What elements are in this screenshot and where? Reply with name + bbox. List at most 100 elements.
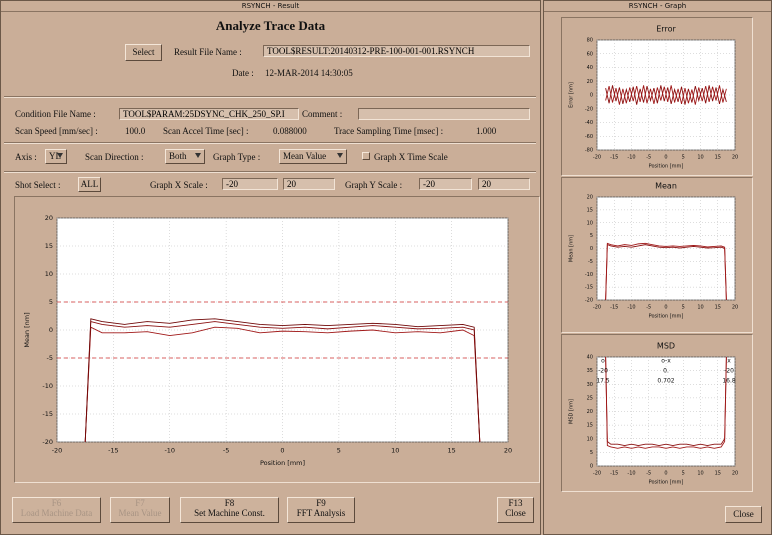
y-scale-min[interactable]: -20 xyxy=(419,178,472,190)
x-tick-label: 20 xyxy=(504,447,512,455)
y-tick-label: 20 xyxy=(587,409,593,415)
trace xyxy=(605,356,727,447)
separator xyxy=(4,96,536,98)
x-tick-label: 20 xyxy=(732,471,738,477)
result-file-field[interactable]: TOOL$RESULT:20140312-PRE-100-001-001.RSY… xyxy=(263,45,530,57)
x-tick-label: 0 xyxy=(280,447,284,455)
shot-select-button[interactable]: ALL xyxy=(78,177,101,192)
x-tick-label: -5 xyxy=(223,447,229,455)
trace xyxy=(84,318,481,443)
f8-button[interactable]: F8 Set Machine Const. xyxy=(180,497,279,523)
key: F6 xyxy=(51,498,62,508)
y-tick-label: -15 xyxy=(585,285,593,291)
y-tick-label: 20 xyxy=(587,79,593,85)
trace xyxy=(605,243,727,301)
x-tick-label: 5 xyxy=(337,447,341,455)
x-scale-min[interactable]: -20 xyxy=(222,178,278,190)
key: F13 xyxy=(508,498,523,508)
annotation-cell: 0.702 xyxy=(657,378,674,385)
x-tick-label: 10 xyxy=(697,471,703,477)
f9-button[interactable]: F9 FFT Analysis xyxy=(287,497,355,523)
graph-type-dropdown[interactable]: Mean Value xyxy=(279,149,347,164)
y-tick-label: 40 xyxy=(587,355,593,361)
key: F7 xyxy=(135,498,145,508)
close-button[interactable]: Close xyxy=(725,506,762,523)
y-axis-label: Mean [nm] xyxy=(23,312,31,347)
x-tick-label: -15 xyxy=(108,447,119,455)
y-tick-label: -40 xyxy=(585,120,593,126)
x-tick-label: 15 xyxy=(715,305,721,311)
value: 1.000 xyxy=(476,126,497,136)
x-tick-label: -10 xyxy=(627,471,635,477)
x-axis-label: Position [mm] xyxy=(649,314,684,320)
separator xyxy=(4,142,536,144)
y-tick-label: -20 xyxy=(585,298,593,304)
key: F9 xyxy=(316,498,326,508)
x-tick-label: 5 xyxy=(682,305,685,311)
x-tick-label: -20 xyxy=(52,447,63,455)
comment-field[interactable] xyxy=(358,108,530,120)
x-tick-label: 10 xyxy=(391,447,399,455)
chart-panel xyxy=(561,17,753,176)
x-tick-label: 0 xyxy=(664,471,667,477)
annotation-header: o xyxy=(601,358,605,365)
separator xyxy=(4,171,536,173)
condition-file-field[interactable]: TOOL$PARAM:25DSYNC_CHK_250_SP.I xyxy=(119,108,299,120)
button-label: Close xyxy=(505,508,526,518)
label: Graph Y Scale : xyxy=(345,180,403,190)
annotation-cell: 0. xyxy=(663,368,669,375)
y-scale-max[interactable]: 20 xyxy=(478,178,530,190)
x-axis-label: Position [mm] xyxy=(649,164,684,170)
y-tick-label: 0 xyxy=(49,326,53,334)
annotation-cell: -20 xyxy=(598,368,608,375)
key: F8 xyxy=(224,498,235,508)
chart-panel xyxy=(14,196,540,483)
y-tick-label: 15 xyxy=(587,423,593,429)
x-tick-label: -20 xyxy=(593,471,601,477)
x-tick-label: -15 xyxy=(610,471,618,477)
f13-button[interactable]: F13 Close xyxy=(497,497,534,523)
button-label: Load Machine Data xyxy=(20,508,93,518)
label: Axis : xyxy=(15,152,37,162)
label: Condition File Name : xyxy=(15,109,96,119)
annotation-header: x xyxy=(727,358,731,365)
y-tick-label: 20 xyxy=(587,195,593,201)
trace xyxy=(84,321,481,443)
window-title: RSYNCH - Result xyxy=(1,1,540,12)
f6-button: F6 Load Machine Data xyxy=(12,497,101,523)
x-scale-max[interactable]: 20 xyxy=(283,178,335,190)
y-tick-label: 5 xyxy=(49,298,53,306)
trace xyxy=(605,356,727,449)
y-tick-label: 25 xyxy=(587,395,593,401)
annotation-cell: 17.5 xyxy=(596,378,610,385)
y-tick-label: 60 xyxy=(587,51,593,57)
y-tick-label: 10 xyxy=(587,436,593,442)
x-tick-label: -10 xyxy=(164,447,175,455)
value: 0.088000 xyxy=(273,126,307,136)
label: Trace Sampling Time [msec] : xyxy=(334,126,444,136)
x-tick-label: -5 xyxy=(646,471,651,477)
scan-direction-dropdown[interactable]: Both xyxy=(165,149,205,164)
y-tick-label: -10 xyxy=(585,272,593,278)
x-tick-label: 15 xyxy=(715,471,721,477)
y-tick-label: -5 xyxy=(47,354,53,362)
x-tick-label: -20 xyxy=(593,305,601,311)
x-tick-label: -5 xyxy=(646,155,651,161)
label: Graph Type : xyxy=(213,152,261,162)
label: Date : xyxy=(232,68,254,78)
select-button[interactable]: Select xyxy=(125,44,162,61)
label: Shot Select : xyxy=(15,180,61,190)
y-tick-label: -80 xyxy=(585,148,593,154)
trace xyxy=(605,85,727,105)
y-axis-label: Mean [nm] xyxy=(569,235,575,262)
y-tick-label: 30 xyxy=(587,382,593,388)
y-tick-label: 5 xyxy=(590,233,593,239)
label: Scan Speed [mm/sec] : xyxy=(15,126,98,136)
axis-dropdown[interactable]: YL xyxy=(45,149,67,164)
value: 100.0 xyxy=(125,126,146,136)
annotation-cell: 16.8 xyxy=(722,378,736,385)
checkbox[interactable] xyxy=(362,152,370,160)
y-tick-label: -10 xyxy=(42,382,53,390)
